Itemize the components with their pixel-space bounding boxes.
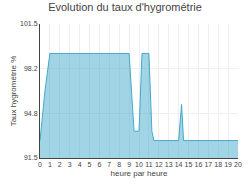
svg-text:5: 5 [88, 161, 92, 168]
svg-text:101.5: 101.5 [20, 20, 38, 27]
svg-text:18: 18 [214, 161, 222, 168]
svg-text:Taux hygrométrie %: Taux hygrométrie % [9, 56, 18, 127]
svg-text:heure par heure: heure par heure [111, 169, 168, 178]
svg-text:19: 19 [224, 161, 232, 168]
svg-text:10: 10 [135, 161, 143, 168]
svg-text:15: 15 [185, 161, 193, 168]
svg-text:94.8: 94.8 [24, 110, 38, 117]
svg-text:4: 4 [78, 161, 82, 168]
svg-text:7: 7 [107, 161, 111, 168]
svg-text:12: 12 [155, 161, 163, 168]
svg-text:3: 3 [68, 161, 72, 168]
svg-text:16: 16 [195, 161, 203, 168]
svg-text:17: 17 [204, 161, 212, 168]
svg-text:91.5: 91.5 [24, 154, 38, 161]
svg-text:2: 2 [58, 161, 62, 168]
svg-text:20: 20 [234, 161, 242, 168]
svg-text:8: 8 [117, 161, 121, 168]
svg-text:9: 9 [127, 161, 131, 168]
svg-text:1: 1 [48, 161, 52, 168]
svg-text:14: 14 [175, 161, 183, 168]
svg-text:98.2: 98.2 [24, 65, 38, 72]
svg-text:13: 13 [165, 161, 173, 168]
svg-text:0: 0 [38, 161, 42, 168]
svg-text:Evolution du taux d'hygrométri: Evolution du taux d'hygrométrie [48, 1, 202, 13]
svg-text:6: 6 [97, 161, 101, 168]
svg-text:11: 11 [145, 161, 152, 168]
